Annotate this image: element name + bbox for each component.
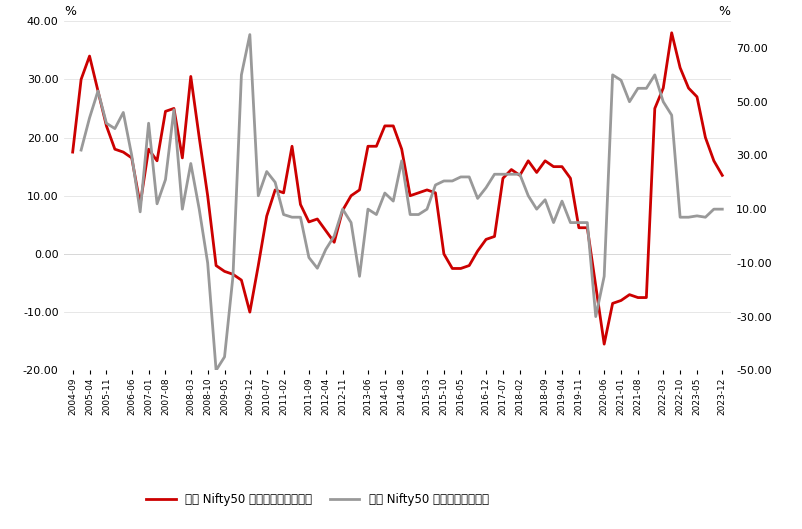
Line: 印度 Nifty50 同比变动（右轴）: 印度 Nifty50 同比变动（右轴）	[81, 34, 721, 370]
印度 Nifty50 每股净利润同比增速	[110, 146, 119, 152]
印度 Nifty50 每股净利润同比增速	[396, 146, 406, 152]
印度 Nifty50 每股净利润同比增速	[666, 30, 675, 36]
印度 Nifty50 每股净利润同比增速	[68, 149, 78, 156]
印度 Nifty50 每股净利润同比增速	[177, 154, 187, 161]
印度 Nifty50 每股净利润同比增速	[716, 172, 726, 178]
印度 Nifty50 每股净利润同比增速	[598, 341, 608, 347]
印度 Nifty50 每股净利润同比增速	[346, 193, 355, 199]
Legend: 印度 Nifty50 每股净利润同比增速, 印度 Nifty50 同比变动（右轴）: 印度 Nifty50 每股净利润同比增速, 印度 Nifty50 同比变动（右轴…	[141, 489, 493, 511]
Line: 印度 Nifty50 每股净利润同比增速: 印度 Nifty50 每股净利润同比增速	[73, 33, 721, 344]
印度 Nifty50 同比变动（右轴）	[110, 125, 119, 132]
印度 Nifty50 同比变动（右轴）	[716, 206, 726, 212]
印度 Nifty50 同比变动（右轴）	[278, 212, 288, 218]
Text: %: %	[718, 5, 730, 17]
印度 Nifty50 同比变动（右轴）	[346, 220, 355, 226]
印度 Nifty50 每股净利润同比增速	[278, 189, 288, 196]
Text: %: %	[64, 5, 76, 17]
印度 Nifty50 同比变动（右轴）	[396, 158, 406, 164]
印度 Nifty50 每股净利润同比增速	[531, 169, 541, 176]
印度 Nifty50 同比变动（右轴）	[531, 206, 541, 212]
印度 Nifty50 同比变动（右轴）	[177, 206, 187, 212]
